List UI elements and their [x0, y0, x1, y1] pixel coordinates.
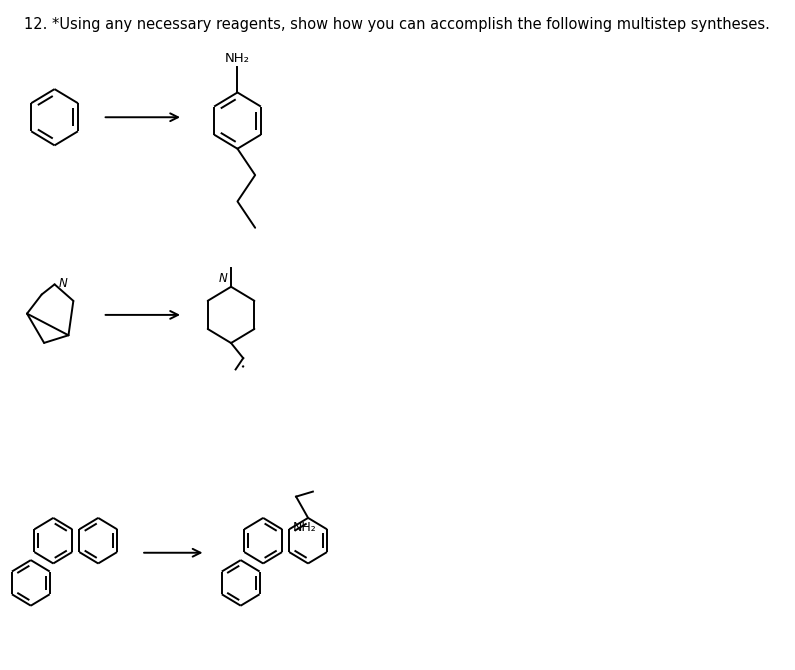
Text: N: N — [219, 273, 228, 285]
Text: N: N — [59, 277, 68, 289]
Text: NH₂: NH₂ — [225, 52, 250, 65]
Text: 12. *Using any necessary reagents, show how you can accomplish the following mul: 12. *Using any necessary reagents, show … — [25, 17, 770, 31]
Text: NH₂: NH₂ — [293, 521, 316, 533]
